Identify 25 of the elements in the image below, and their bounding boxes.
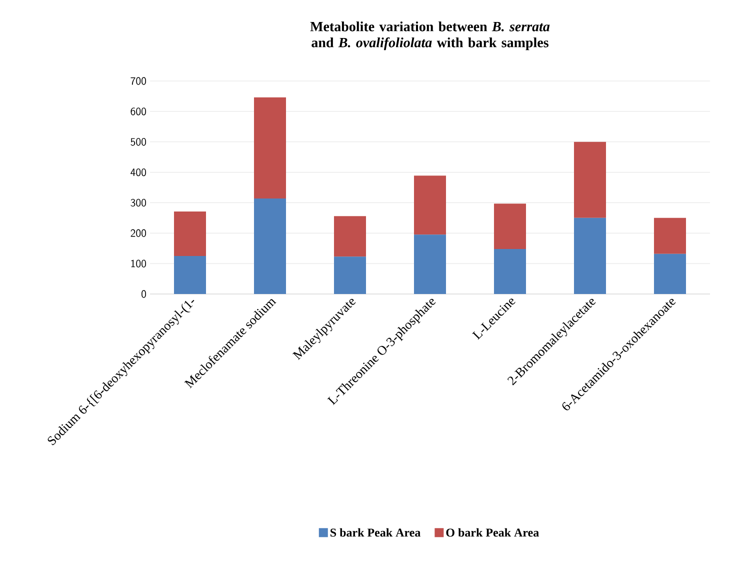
y-tick-label: 700: [130, 77, 146, 85]
y-tick-label: 500: [130, 138, 146, 146]
bar: [334, 216, 366, 257]
y-tick-label: 600: [130, 108, 146, 116]
y-tick-label: 100: [131, 260, 146, 268]
bar: [254, 198, 286, 294]
bar: [174, 256, 206, 294]
bar: [414, 234, 446, 294]
y-tick-label: 200: [130, 229, 146, 237]
bar: [654, 218, 686, 254]
bar: [494, 204, 526, 249]
bar: [254, 97, 286, 198]
bar: [654, 254, 686, 294]
legend-label: O bark Peak Area: [446, 528, 539, 537]
y-tick-label: 300: [130, 198, 146, 207]
bar: [334, 256, 366, 294]
bar: [574, 218, 606, 294]
bar: [494, 248, 526, 294]
bar: [574, 142, 606, 218]
bar: [174, 212, 206, 256]
legend-label: S bark Peak Area: [330, 528, 420, 537]
chart-title: Metabolite variation between B. serrata and B. ovalifoliolata with bark samples: [310, 21, 550, 50]
y-tick-label: 400: [130, 168, 146, 176]
y-tick-label: 0: [142, 290, 146, 298]
bar: [414, 176, 446, 235]
